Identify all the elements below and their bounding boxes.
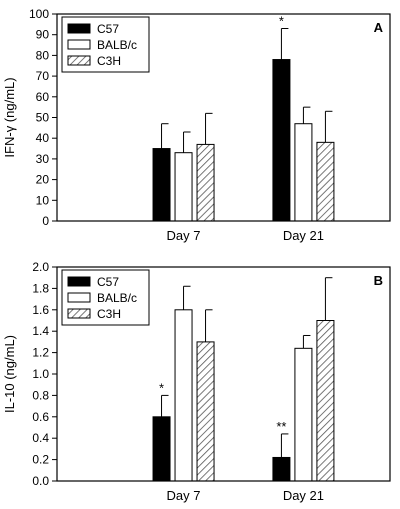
bar-c3h-day-21 [316,141,335,222]
significance-marker: ** [276,419,286,434]
y-axis-label: IL-10 (ng/mL) [2,335,17,413]
y-tick-label: 100 [29,7,49,21]
legend-swatch [67,39,91,50]
y-tick-label: 40 [36,131,50,145]
legend-swatch [67,55,91,66]
y-tick-label: 30 [36,152,50,166]
y-tick-label: 90 [36,28,50,42]
y-tick-label: 1.6 [32,303,49,317]
bar-balb-c-day-21 [294,347,313,482]
bar-c3h-day-7 [196,143,215,222]
y-tick-label: 0 [42,214,49,228]
y-tick-label: 2.0 [32,260,49,274]
legend-swatch [67,308,91,319]
legend: C57 BALB/c C3H [61,269,150,326]
bar-c57-day-21 [272,456,291,482]
y-tick-label: 1.2 [32,346,49,360]
y-tick-label: 1.8 [32,281,49,295]
x-category-label: Day 7 [167,488,201,503]
y-tick-label: 20 [36,173,50,187]
plot-frame [56,266,391,482]
bar-c3h-day-21 [316,320,335,482]
bar-c57-day-21 [272,59,291,222]
bar-balb-c-day-7 [174,309,193,482]
panel-label: B [374,273,383,288]
y-axis-label: IFN-γ (ng/mL) [2,77,17,157]
legend-label: C57 [97,22,119,36]
y-tick-label: 0.4 [32,431,49,445]
legend-label: BALB/c [97,38,137,52]
x-category-label: Day 7 [167,228,201,243]
y-tick-label: 70 [36,69,50,83]
legend-swatch [67,276,91,287]
legend-label: BALB/c [97,291,137,305]
y-tick-label: 1.4 [32,324,49,338]
y-tick-label: 0.6 [32,410,49,424]
x-category-label: Day 21 [283,228,324,243]
y-tick-label: 1.0 [32,367,49,381]
plot-frame [56,13,391,222]
bar-balb-c-day-21 [294,123,313,222]
legend-swatch [67,292,91,303]
y-tick-label: 0.2 [32,453,49,467]
significance-marker: * [279,13,284,28]
bar-c57-day-7 [152,416,171,482]
bar-balb-c-day-7 [174,152,193,222]
panel-label: A [374,20,384,35]
y-tick-label: 60 [36,90,50,104]
chart-panel-b: 0.0 0.2 0.4 0.6 0.8 1.0 1.2 1.4 1.6 1.8 2.0 * Day 7 *… [2,260,391,503]
significance-marker: * [159,380,164,395]
y-tick-label: 0.0 [32,474,49,488]
legend-label: C3H [97,307,121,321]
chart-panel-a: 0 10 20 30 40 50 60 70 80 90 100 Day 7 * Day 21 IFN-γ … [2,7,391,243]
y-tick-label: 0.8 [32,388,49,402]
y-tick-label: 80 [36,48,50,62]
y-tick-label: 50 [36,111,50,125]
legend-label: C57 [97,275,119,289]
x-category-label: Day 21 [283,488,324,503]
legend: C57 BALB/c C3H [61,16,150,73]
bar-c3h-day-7 [196,341,215,482]
y-tick-label: 10 [36,193,50,207]
legend-swatch [67,23,91,34]
bar-c57-day-7 [152,148,171,222]
legend-label: C3H [97,54,121,68]
